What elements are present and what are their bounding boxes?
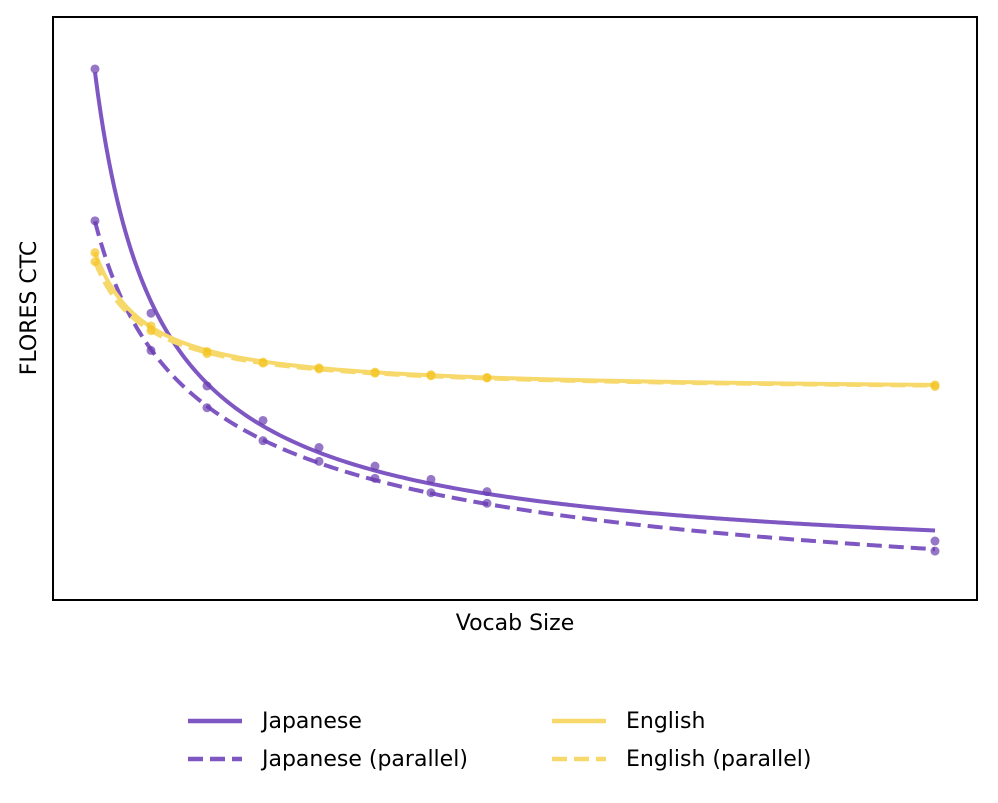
data-point-english-parallel-1 [146, 326, 156, 336]
data-point-english-parallel-3 [258, 358, 268, 368]
data-point-japanese-parallel-3 [258, 436, 268, 446]
legend-line-japanese [188, 718, 242, 724]
data-point-japanese-0 [90, 64, 100, 74]
data-point-japanese-2 [202, 381, 212, 391]
legend-item-japanese: Japanese [186, 702, 362, 740]
data-point-english-parallel-7 [482, 373, 492, 383]
series-line-english-parallel [93, 261, 936, 388]
legend-label-english-parallel: English (parallel) [626, 746, 812, 772]
data-point-english-0 [90, 248, 100, 258]
legend-label-japanese-parallel: Japanese (parallel) [262, 746, 468, 772]
data-point-japanese-parallel-4 [314, 456, 324, 466]
data-point-english-parallel-6 [426, 371, 436, 381]
chart-legend: Japanese English Japanese (parallel) Eng… [0, 695, 998, 795]
data-point-japanese-8 [930, 536, 940, 546]
series-line-japanese [93, 72, 936, 533]
data-point-japanese-1 [146, 308, 156, 318]
data-point-japanese-6 [426, 474, 436, 484]
data-point-english-parallel-2 [202, 349, 212, 359]
data-point-english-parallel-5 [370, 368, 380, 378]
data-point-japanese-parallel-6 [426, 488, 436, 498]
data-point-english-parallel-8 [930, 382, 940, 391]
legend-item-japanese-parallel: Japanese (parallel) [186, 740, 468, 778]
legend-line-english-parallel [552, 756, 606, 762]
data-point-japanese-3 [258, 415, 268, 425]
data-point-japanese-5 [370, 461, 380, 471]
legend-item-english-parallel: English (parallel) [550, 740, 811, 778]
data-point-japanese-parallel-0 [90, 216, 100, 226]
legend-line-japanese-parallel [188, 756, 242, 762]
data-point-japanese-7 [482, 487, 492, 497]
data-point-japanese-parallel-5 [370, 473, 380, 483]
data-point-english-parallel-4 [314, 364, 324, 374]
series-layer [90, 64, 940, 556]
plot-frame [52, 16, 978, 601]
x-axis-title: Vocab Size [456, 611, 575, 636]
data-point-japanese-parallel-8 [930, 546, 940, 556]
y-axis-title: FLORES CTC [17, 241, 42, 375]
legend-label-japanese: Japanese [262, 708, 362, 734]
data-point-english-parallel-0 [90, 257, 100, 267]
legend-label-english: English [626, 708, 706, 734]
legend-line-english [552, 718, 606, 724]
data-point-japanese-parallel-7 [482, 498, 492, 508]
legend-item-english: English [550, 702, 705, 740]
line-chart: Vocab Size FLORES CTC [17, 16, 978, 636]
series-line-english [93, 251, 936, 387]
data-point-japanese-4 [314, 443, 324, 453]
data-point-japanese-parallel-1 [146, 345, 156, 355]
data-point-japanese-parallel-2 [202, 403, 212, 413]
series-line-japanese-parallel [93, 220, 936, 552]
